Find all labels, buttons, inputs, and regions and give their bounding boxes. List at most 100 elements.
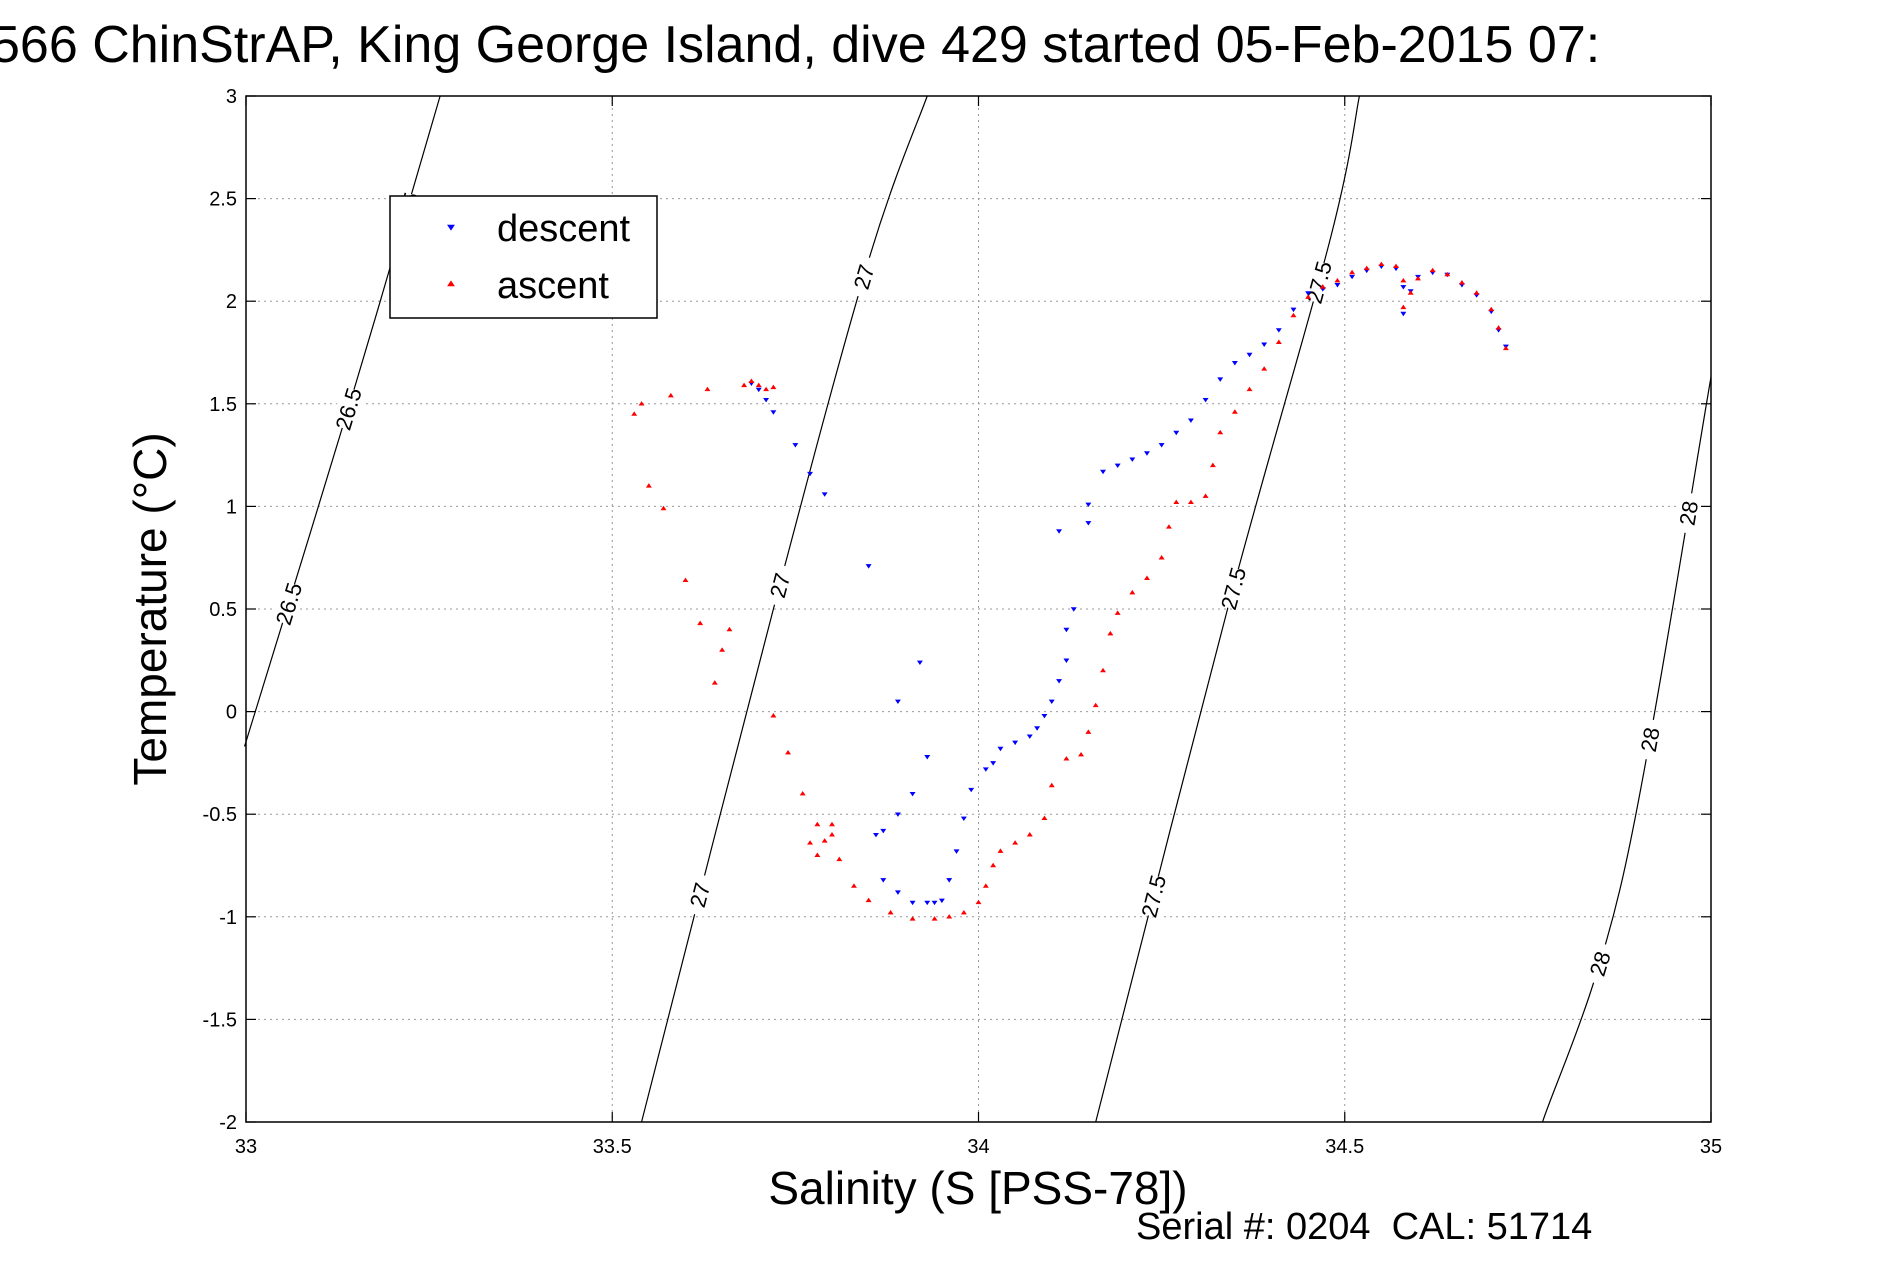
ascent-point [1444, 271, 1451, 277]
descent-point [1246, 352, 1253, 358]
x-tick-label: 35 [1700, 1136, 1722, 1158]
ascent-point [631, 411, 638, 416]
descent-point [1041, 713, 1048, 719]
descent-point [1144, 451, 1150, 456]
ascent-point [1158, 554, 1165, 560]
descent-point [1231, 361, 1238, 366]
ascent-point [1041, 815, 1048, 821]
contour-label-bg [271, 581, 306, 627]
ascent-point [704, 386, 711, 392]
descent-point [1129, 457, 1136, 462]
ascent-point [1378, 261, 1385, 267]
ascent-point [975, 899, 982, 905]
contour-label-bg [330, 386, 366, 432]
ascent-point [990, 862, 997, 868]
ascent-point [865, 897, 872, 903]
descent-point [1217, 377, 1224, 382]
descent-point [1349, 274, 1356, 280]
ascent-point [1187, 499, 1194, 505]
ascent-point [1048, 782, 1055, 788]
series-ascent [631, 261, 1509, 921]
ascent-point [1473, 290, 1480, 295]
ascent-point [1209, 462, 1216, 468]
ascent-point [1173, 499, 1180, 505]
density-contour-line [1541, 377, 1712, 1123]
ascent-point [1458, 280, 1465, 285]
ascent-point [1144, 575, 1150, 580]
descent-point [938, 898, 945, 904]
ascent-point [1202, 493, 1209, 498]
y-tick-label: -1 [219, 907, 237, 929]
ascent-point [1415, 275, 1421, 281]
ascent-point [799, 790, 806, 796]
ascent-point [770, 384, 777, 390]
density-contour-line [1095, 95, 1360, 1123]
descent-point [880, 878, 887, 883]
legend-label-descent: descent [497, 208, 631, 250]
ascent-point [829, 832, 835, 837]
grid-lines [246, 96, 1711, 1122]
descent-point [880, 828, 887, 834]
descent-point [1056, 679, 1063, 684]
ascent-point [909, 916, 916, 921]
descent-point [1400, 311, 1407, 317]
descent-point [1012, 740, 1019, 746]
descent-point [1202, 397, 1209, 403]
chart-title: 566 ChinStrAP, King George Island, dive … [0, 16, 1600, 74]
y-tick-label: -0.5 [203, 804, 237, 826]
ascent-point [638, 401, 645, 406]
descent-point [821, 492, 828, 497]
ascent-point [1393, 263, 1399, 269]
ascent-point [770, 713, 777, 718]
contour-label-bg [1582, 940, 1618, 987]
y-axis-label: Temperature (°C) [124, 432, 176, 785]
y-tick-label: 0.5 [209, 599, 237, 621]
ascent-point [1305, 294, 1312, 299]
descent-point [1063, 627, 1070, 633]
density-contour-line [243, 95, 441, 747]
ascent-point [1429, 267, 1436, 273]
descent-point [1070, 607, 1077, 612]
ascent-point [660, 505, 667, 511]
x-tick-label: 34.5 [1325, 1136, 1364, 1158]
descent-point [1334, 283, 1341, 288]
ascent-point [1400, 277, 1407, 283]
ascent-point [821, 838, 828, 843]
descent-point [1261, 342, 1268, 347]
ascent-point [829, 821, 835, 827]
ascent-point [667, 392, 674, 398]
legend: descent ascent [389, 195, 658, 319]
ascent-point [1495, 325, 1502, 330]
ascent-point [1319, 284, 1326, 289]
ascent-point [755, 382, 762, 388]
descent-point [1158, 443, 1165, 448]
ascent-point [1290, 312, 1297, 318]
descent-point [946, 878, 953, 883]
ascent-point [741, 382, 748, 388]
descent-point [1100, 469, 1106, 475]
descent-point [968, 787, 975, 793]
ascent-point [851, 883, 857, 888]
serial-cal-footer: Serial #: 0204 CAL: 51714 [1136, 1206, 1592, 1248]
legend-marker-ascent [447, 280, 455, 287]
legend-box [389, 195, 658, 319]
contour-label: 27 [685, 880, 715, 910]
ascent-point [1363, 265, 1370, 271]
ascent-point [1012, 840, 1019, 845]
descent-point [1114, 463, 1121, 469]
descent-point [792, 443, 799, 448]
descent-point [953, 849, 960, 854]
y-tick-label: 0 [226, 702, 237, 724]
y-tick-label: 1 [226, 496, 237, 518]
y-tick-label: 2.5 [209, 189, 237, 211]
y-tick-label: 3 [226, 86, 237, 108]
descent-point [909, 900, 916, 906]
ascent-point [814, 821, 821, 827]
ascent-point [1085, 729, 1092, 734]
descent-point [997, 746, 1004, 752]
descent-point [1400, 285, 1407, 290]
ascent-point [1129, 589, 1136, 595]
descent-point [894, 699, 901, 705]
descent-point [1056, 529, 1063, 534]
ascent-point [982, 883, 989, 888]
